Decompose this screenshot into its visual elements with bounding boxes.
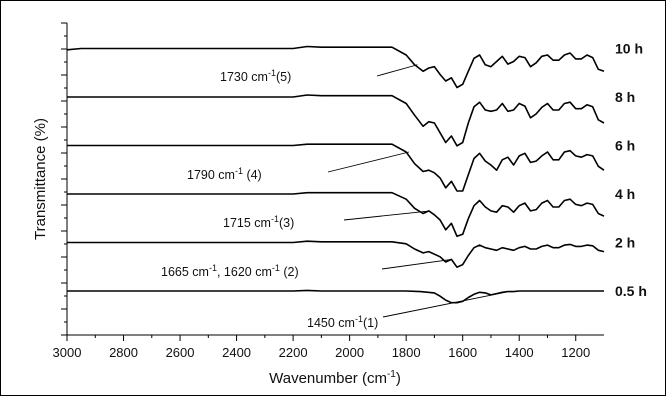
annotation-label: 1730 cm-1(5) bbox=[220, 68, 291, 84]
x-tick-label: 1400 bbox=[505, 345, 534, 360]
x-tick-label: 2800 bbox=[109, 345, 138, 360]
y-axis-title: Transmittance (%) bbox=[32, 118, 49, 240]
x-tick-label: 1600 bbox=[448, 345, 477, 360]
spectra-traces bbox=[66, 45, 605, 304]
y-ticks bbox=[61, 22, 67, 336]
x-tick-label: 2000 bbox=[335, 345, 364, 360]
peak-annotations: 1730 cm-1(5) 1790 cm-1 (4) 1715 cm-1(3) 166… bbox=[161, 64, 506, 330]
annotation-leader bbox=[327, 151, 410, 173]
x-tick-label: 2600 bbox=[166, 345, 195, 360]
annotation-label: 1715 cm-1(3) bbox=[223, 214, 294, 230]
series-labels: 10 h 8 h 6 h 4 h 2 h 0.5 h bbox=[615, 41, 647, 300]
annotation-leader bbox=[376, 64, 418, 77]
annotation-leader bbox=[381, 258, 452, 270]
x-ticks: 3000 2800 2600 2400 2200 2000 1800 1600 1400 1200 bbox=[53, 335, 590, 360]
x-axis-title: Wavenumber (cm-1) bbox=[269, 369, 401, 387]
series-label: 10 h bbox=[615, 41, 643, 57]
x-tick-label: 2200 bbox=[279, 345, 308, 360]
series-label: 6 h bbox=[615, 138, 635, 154]
series-label: 0.5 h bbox=[615, 283, 647, 299]
x-tick-label: 1200 bbox=[561, 345, 590, 360]
x-tick-label: 1800 bbox=[392, 345, 421, 360]
series-label: 2 h bbox=[615, 235, 635, 251]
annotation-label: 1665 cm-1, 1620 cm-1 (2) bbox=[161, 263, 299, 279]
annotation-leader bbox=[382, 291, 506, 318]
trace-8h bbox=[67, 94, 605, 147]
trace-6h bbox=[67, 143, 605, 192]
x-tick-label: 2400 bbox=[222, 345, 251, 360]
trace-0.5h bbox=[67, 289, 604, 304]
series-label: 4 h bbox=[615, 186, 635, 202]
trace-4h bbox=[67, 191, 605, 238]
series-label: 8 h bbox=[615, 89, 635, 105]
annotation-label: 1450 cm-1(1) bbox=[307, 314, 378, 330]
annotation-label: 1790 cm-1 (4) bbox=[187, 166, 262, 182]
trace-10h bbox=[66, 45, 605, 89]
trace-2h bbox=[67, 240, 605, 269]
x-tick-label: 3000 bbox=[53, 345, 82, 360]
annotation-leader bbox=[343, 210, 431, 221]
axes bbox=[66, 23, 604, 336]
